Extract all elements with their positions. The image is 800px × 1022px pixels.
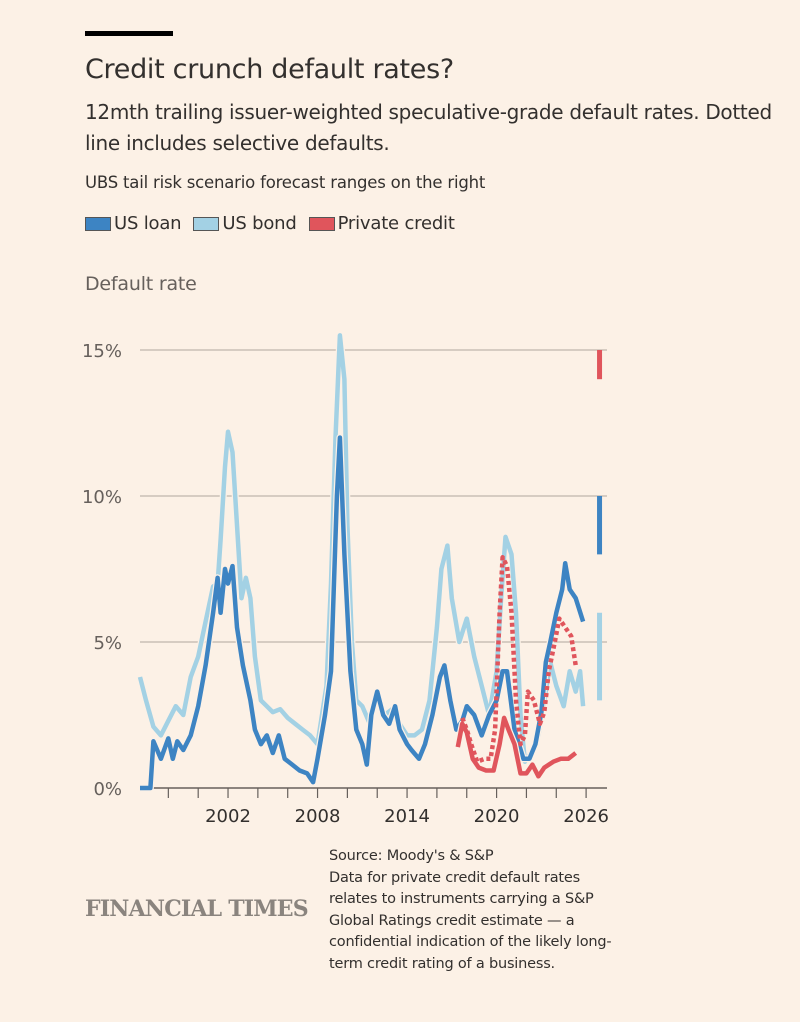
legend-item-us-loan: US loan (85, 213, 182, 234)
x-tick-label: 2026 (563, 806, 609, 827)
legend-swatch (193, 216, 220, 231)
legend-label: US bond (222, 213, 297, 234)
y-tick-label: 5% (93, 633, 122, 654)
chart-title: Credit crunch default rates? (85, 54, 454, 85)
ft-logo: FINANCIAL TIMES (85, 896, 309, 922)
legend-swatch (308, 216, 335, 231)
legend-label: Private credit (337, 213, 455, 234)
source-text: Source: Moody's & S&P (329, 848, 494, 864)
source-note: Source: Moody's & S&P Data for private c… (329, 846, 629, 976)
series-line-us-loan (140, 435, 586, 791)
source-detail: Data for private credit default rates re… (329, 869, 612, 972)
series-outline (136, 331, 587, 766)
x-tick-label: 2014 (384, 806, 430, 827)
legend: US loan US bond Private credit (85, 213, 455, 234)
series-line-private-credit (455, 715, 578, 779)
legend-item-us-bond: US bond (193, 213, 297, 234)
y-tick-label: 10% (82, 487, 122, 508)
y-tick-label: 0% (93, 779, 122, 800)
series-line-private-credit-incl-selective-defaults (460, 555, 578, 764)
y-axis-label: Default rate (85, 273, 197, 295)
legend-label: US loan (114, 213, 182, 234)
chart-subtitle: 12mth trailing issuer-weighted speculati… (85, 100, 772, 155)
x-tick-label: 2020 (474, 806, 520, 827)
header-rule (85, 31, 173, 36)
chart-note: UBS tail risk scenario forecast ranges o… (85, 173, 486, 192)
legend-item-private-credit: Private credit (308, 213, 455, 234)
legend-swatch (85, 216, 111, 231)
x-tick-label: 2002 (205, 806, 251, 827)
y-tick-label: 15% (82, 341, 122, 362)
x-tick-label: 2008 (295, 806, 341, 827)
